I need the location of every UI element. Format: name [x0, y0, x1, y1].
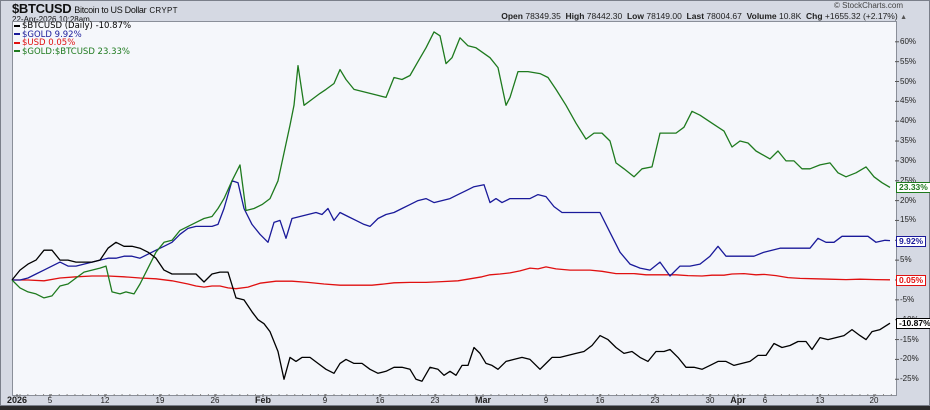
y-tick-label: 45%	[900, 96, 917, 106]
x-tick-label: 16	[375, 396, 385, 405]
legend-label: $GOLD 9.92%	[22, 29, 82, 40]
legend-label: $BTCUSD (Daily) -10.87%	[22, 21, 132, 31]
x-tick-label: 5	[47, 396, 53, 405]
x-tick-label: 16	[595, 396, 605, 405]
legend-swatch	[14, 41, 20, 44]
y-tick-label: 25%	[900, 175, 917, 185]
y-tick-label: -5%	[900, 294, 915, 304]
last-value: 78004.67	[706, 11, 742, 21]
x-tick-label: 13	[815, 396, 825, 405]
y-tick-label: 40%	[900, 116, 917, 126]
y-tick-label: 15%	[900, 215, 917, 225]
y-tick-label: -25%	[900, 374, 919, 384]
x-tick-label: Feb	[254, 395, 272, 405]
series-line--gold	[12, 180, 891, 281]
x-tick-label: 9	[322, 396, 328, 405]
volume-value: 10.8K	[779, 11, 802, 21]
high-value: 78442.30	[586, 11, 623, 21]
last-value-tag: 23.33%	[896, 182, 930, 194]
quote-date: 22-Apr-2026 10:28am	[12, 15, 90, 24]
x-tick-label: 12	[100, 396, 110, 405]
x-tick-label: 2026	[6, 395, 28, 405]
x-tick-label: Mar	[474, 395, 492, 405]
x-tick-label: 23	[430, 396, 440, 405]
low-value: 78149.00	[646, 11, 682, 21]
y-tick-label: 20%	[900, 195, 917, 205]
open-value: 78349.35	[525, 11, 561, 21]
legend-label: $USD 0.05%	[22, 38, 76, 48]
high-label: High	[565, 11, 585, 21]
ohlc-bar: Open 78349.35 High 78442.30 Low 78149.00…	[501, 11, 907, 21]
legend-swatch	[14, 33, 20, 35]
x-tick-label: 23	[650, 396, 660, 405]
y-tick-label: -20%	[900, 354, 919, 364]
legend-item-gold-btc-ratio: $GOLD:$BTCUSD 23.33%	[14, 46, 131, 57]
y-tick-label: -15%	[900, 334, 919, 344]
y-tick-label: 35%	[900, 136, 917, 146]
copyright: © StockCharts.com	[833, 1, 903, 10]
volume-label: Volume	[746, 11, 777, 21]
series-line--btcusd-daily-	[11, 241, 891, 382]
y-tick-label: 50%	[900, 76, 917, 86]
y-tick-label: 5%	[900, 255, 912, 265]
y-tick-label: 55%	[900, 56, 917, 66]
exchange: CRYPT	[149, 6, 178, 15]
legend-swatch	[14, 24, 20, 27]
last-value-tag: -10.87%	[896, 318, 930, 330]
last-value-tag: 9.92%	[896, 235, 927, 247]
low-label: Low	[626, 11, 644, 21]
last-value-tag: 0.05%	[896, 274, 927, 286]
last-label: Last	[686, 11, 705, 21]
x-tick-label: 20	[869, 396, 879, 405]
legend-label: $GOLD:$BTCUSD 23.33%	[22, 46, 130, 57]
open-label: Open	[501, 11, 523, 21]
legend-item-usd: $USD 0.05%	[14, 39, 131, 48]
up-arrow-icon: ▲	[900, 14, 907, 21]
symbol: $BTCUSD	[12, 1, 72, 16]
symbol-name: Bitcoin to US Dollar	[74, 5, 147, 15]
chg-value: +1655.32 (+2.17%)	[824, 11, 898, 21]
chg-label: Chg	[806, 11, 823, 21]
x-tick-label: 6	[762, 396, 768, 405]
legend-item-btcusd: $BTCUSD (Daily) -10.87%	[14, 22, 131, 31]
legend-swatch	[14, 50, 20, 52]
series-line--usd	[12, 266, 891, 290]
x-tick-label: 30	[705, 396, 715, 405]
y-tick-label: 30%	[900, 155, 917, 165]
y-tick-label: 60%	[900, 36, 917, 46]
x-tick-label: 19	[155, 396, 165, 405]
legend-item-gold: $GOLD 9.92%	[14, 29, 131, 40]
series-line--gold-btcusd	[11, 31, 891, 299]
legend: $BTCUSD (Daily) -10.87% $GOLD 9.92% $USD…	[14, 22, 131, 56]
x-tick-label: 26	[210, 396, 220, 405]
plot-area[interactable]	[12, 21, 897, 396]
x-tick-label: Apr	[730, 395, 746, 405]
symbol-header: $BTCUSD Bitcoin to US Dollar CRYPT	[12, 1, 178, 16]
x-tick-label: 9	[543, 396, 549, 405]
